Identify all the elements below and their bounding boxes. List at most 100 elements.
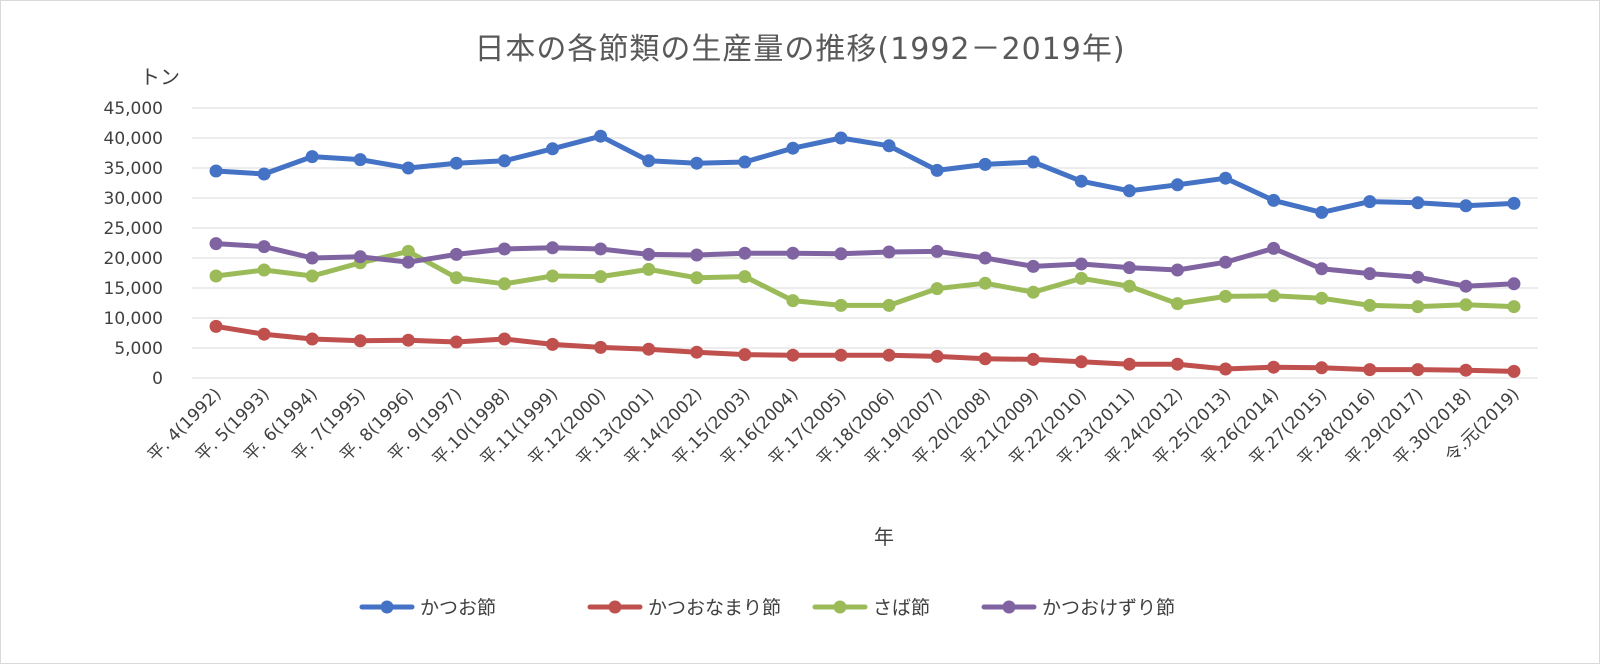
data-point [1219, 289, 1233, 303]
data-point [1026, 259, 1040, 273]
data-point [1219, 362, 1233, 376]
legend-label: さば節 [873, 597, 930, 619]
data-point [1267, 241, 1281, 255]
data-point [1363, 363, 1377, 377]
y-tick-label: 30,000 [104, 189, 163, 209]
data-point [1507, 364, 1521, 378]
data-point [1411, 300, 1425, 314]
data-point [305, 251, 319, 265]
data-point [305, 269, 319, 283]
data-point [1026, 285, 1040, 299]
series-line [213, 241, 1517, 289]
series-1 [209, 129, 1521, 219]
data-point [1411, 196, 1425, 210]
data-point [497, 332, 511, 346]
data-point [401, 255, 415, 269]
data-point [738, 270, 752, 284]
data-point [257, 327, 271, 341]
data-point [1074, 174, 1088, 188]
data-point [690, 271, 704, 285]
data-point [978, 276, 992, 290]
data-point [353, 250, 367, 264]
data-point [1267, 289, 1281, 303]
legend-item: かつおなまり節 [587, 597, 781, 619]
data-point [209, 269, 223, 283]
data-point [257, 240, 271, 254]
data-point [1219, 255, 1233, 269]
data-point [1170, 263, 1184, 277]
legend-label: かつお節 [420, 597, 496, 619]
series-2 [209, 319, 1521, 378]
legend-marker [833, 600, 847, 614]
data-point [305, 150, 319, 164]
data-point [1315, 205, 1329, 219]
data-point [1122, 261, 1136, 275]
data-point [594, 242, 608, 256]
data-point [1170, 178, 1184, 192]
data-point [1459, 363, 1473, 377]
data-point [1315, 361, 1329, 375]
data-point [401, 244, 415, 258]
data-point [546, 142, 560, 156]
data-point [738, 155, 752, 169]
series-line [213, 248, 1517, 310]
data-point [497, 277, 511, 291]
data-point [642, 262, 656, 276]
data-point [209, 164, 223, 178]
data-point [1074, 271, 1088, 285]
data-point [930, 282, 944, 296]
data-point [353, 153, 367, 167]
y-axis-ticks: 0 5,000 10,000 15,000 20,000 25,000 30,000 35,0… [104, 99, 163, 389]
data-point [401, 333, 415, 347]
data-point [449, 247, 463, 261]
data-point [594, 270, 608, 284]
data-point [209, 237, 223, 251]
data-point [1170, 297, 1184, 311]
data-point [1074, 355, 1088, 369]
data-point [1363, 298, 1377, 312]
data-point [594, 129, 608, 143]
data-point [1315, 291, 1329, 305]
data-point [449, 156, 463, 170]
data-point [1363, 267, 1377, 281]
legend-item: かつおけずり節 [981, 597, 1175, 619]
data-point [1267, 193, 1281, 207]
legend-item: さば節 [812, 597, 930, 619]
y-tick-label: 15,000 [104, 279, 163, 299]
data-point [1122, 357, 1136, 371]
data-point [1411, 363, 1425, 377]
x-axis-label: 年 [874, 525, 894, 549]
y-tick-label: 45,000 [104, 99, 163, 119]
data-point [690, 248, 704, 262]
series-group [209, 129, 1521, 378]
data-point [738, 246, 752, 260]
data-point [257, 263, 271, 277]
data-point [642, 247, 656, 261]
data-point [1170, 357, 1184, 371]
data-point [882, 245, 896, 259]
data-point [786, 246, 800, 260]
data-point [1507, 196, 1521, 210]
data-point [882, 298, 896, 312]
legend-label: かつおけずり節 [1042, 597, 1175, 619]
data-point [834, 131, 848, 145]
y-tick-label: 0 [152, 369, 163, 389]
y-tick-label: 10,000 [104, 309, 163, 329]
legend-marker [380, 600, 394, 614]
data-point [786, 348, 800, 362]
data-point [1026, 155, 1040, 169]
data-point [546, 337, 560, 351]
data-point [786, 294, 800, 308]
data-point [1026, 352, 1040, 366]
legend-label: かつおなまり節 [648, 597, 781, 619]
y-tick-label: 20,000 [104, 249, 163, 269]
data-point [834, 298, 848, 312]
data-point [1507, 277, 1521, 291]
data-point [1363, 195, 1377, 209]
data-point [209, 319, 223, 333]
grid-lines [192, 107, 1538, 379]
data-point [1411, 270, 1425, 284]
legend-marker [1002, 600, 1016, 614]
data-point [449, 271, 463, 285]
